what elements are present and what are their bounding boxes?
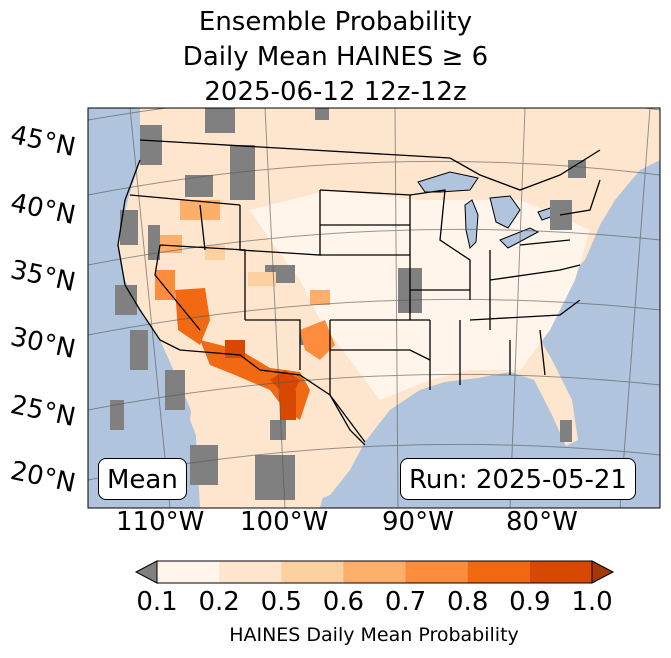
colorbar-label: HAINES Daily Mean Probability xyxy=(229,624,519,646)
probability-map xyxy=(87,107,661,509)
colorbar-tick-label: 0.6 xyxy=(322,587,365,617)
colorbar-swatch xyxy=(529,561,593,583)
high-prob-patches xyxy=(155,200,335,420)
colorbar-swatch xyxy=(343,561,407,583)
colorbar-over-arrow xyxy=(591,560,615,584)
colorbar-under-arrow xyxy=(134,560,158,584)
colorbar-swatch xyxy=(219,561,282,583)
lake-michigan xyxy=(464,199,479,249)
lon-label-80: 80°W xyxy=(506,507,578,537)
colorbar-tick-label: 0.2 xyxy=(198,587,240,617)
colorbar-tick-label: 0.5 xyxy=(260,587,302,617)
colorbar-tick-label: 0.1 xyxy=(136,587,178,617)
lon-label-100: 100°W xyxy=(240,507,329,537)
lon-label-90: 90°W xyxy=(382,507,454,537)
colorbar-tick-label: 0.7 xyxy=(384,587,427,617)
colorbar-swatch xyxy=(405,561,469,583)
title-line-3: 2025-06-12 12z-12z xyxy=(204,77,467,107)
run-date-box: Run: 2025-05-21 xyxy=(400,458,636,500)
colorbar-tick-label: 0.8 xyxy=(447,587,489,617)
lake-huron xyxy=(489,195,521,229)
colorbar-swatch xyxy=(467,561,531,583)
colorbar-swatch xyxy=(157,561,220,583)
lon-label-110: 110°W xyxy=(116,507,205,537)
title-line-2: Daily Mean HAINES ≥ 6 xyxy=(182,42,489,72)
state-borders xyxy=(117,139,601,446)
title-line-1: Ensemble Probability xyxy=(198,7,473,37)
missing-data-patches xyxy=(110,108,586,500)
lake-superior xyxy=(417,171,479,193)
mean-label-box: Mean xyxy=(98,458,187,500)
colorbar-swatch xyxy=(281,561,344,583)
colorbar-tick-label: 1.0 xyxy=(571,587,613,617)
colorbar-tick-label: 0.9 xyxy=(509,587,551,617)
